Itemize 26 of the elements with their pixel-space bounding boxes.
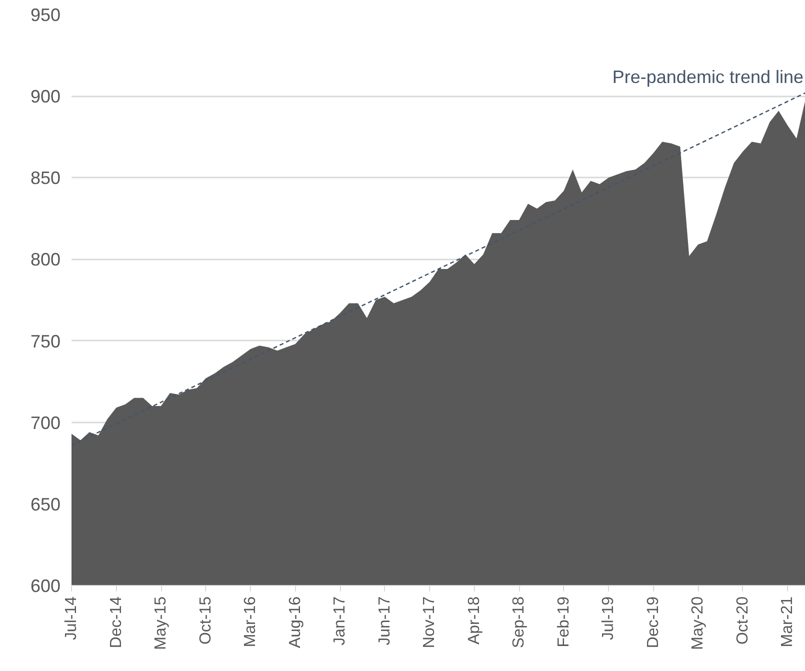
- x-tick-label: May-15: [152, 596, 170, 650]
- y-tick-label: 600: [30, 576, 61, 596]
- x-tick-label: Jun-17: [376, 596, 394, 646]
- x-tick-label: Aug-16: [286, 596, 304, 648]
- y-tick-label: 950: [30, 5, 61, 25]
- annotation: Pre-pandemic trend line: [612, 66, 804, 87]
- y-tick-label: 700: [30, 412, 61, 433]
- x-tick-label: Oct-15: [197, 596, 214, 645]
- x-tick-label: Sep-18: [510, 596, 528, 648]
- x-tick-label: Mar-16: [242, 596, 260, 648]
- x-tick-label: Nov-17: [421, 596, 438, 648]
- y-tick-label: 750: [30, 331, 61, 352]
- x-tick-label: Jul-19: [600, 596, 618, 640]
- x-tick-label: Jul-14: [63, 596, 80, 640]
- x-tick-label: Apr-18: [466, 596, 483, 645]
- x-tick-label: Jan-17: [332, 596, 349, 646]
- y-tick-label: 850: [30, 168, 61, 188]
- x-tick-label: Oct-20: [734, 596, 752, 645]
- x-tick-label: Dec-19: [644, 596, 662, 648]
- x-tick-label: Dec-14: [108, 596, 125, 648]
- x-tick-label: May-20: [690, 596, 707, 650]
- x-tick-label: Mar-21: [779, 596, 796, 648]
- x-tick-label: Feb-19: [555, 596, 572, 648]
- y-tick-label: 800: [30, 250, 61, 270]
- y-tick-label: 650: [30, 494, 61, 514]
- y-tick-label: 900: [30, 86, 61, 107]
